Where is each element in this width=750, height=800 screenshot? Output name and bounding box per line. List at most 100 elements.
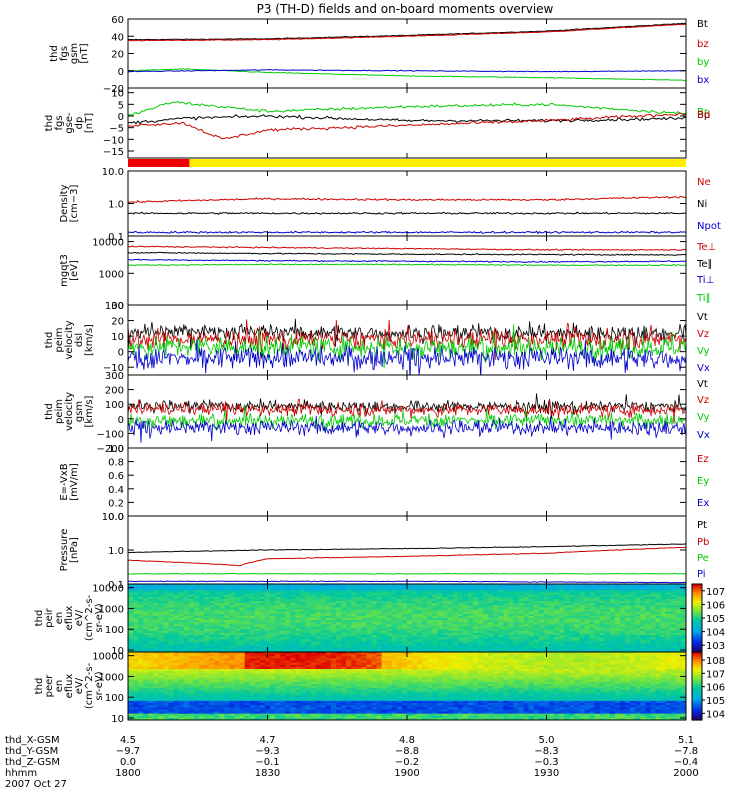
spectrogram-cell <box>660 586 667 589</box>
spectrogram-cell <box>544 620 550 623</box>
spectrogram-cell <box>265 630 271 634</box>
spectrogram-cell <box>346 669 352 672</box>
spectrogram-cell <box>381 590 388 594</box>
spectrogram-cell <box>574 598 581 602</box>
spectrogram-cell <box>599 590 606 594</box>
spectrogram-cell <box>508 649 515 652</box>
spectrogram-cell <box>341 679 347 683</box>
spectrogram-cell <box>204 607 210 611</box>
spectrogram-cell <box>300 626 307 630</box>
spectrogram-cell <box>153 669 160 672</box>
spectrogram-cell <box>158 703 165 706</box>
spectrogram-cell <box>650 603 657 606</box>
spectrogram-cell <box>467 592 474 596</box>
spectrogram-cell <box>254 688 261 691</box>
spectrogram-cell <box>244 620 251 623</box>
spectrogram-cell <box>315 692 322 696</box>
spectrogram-cell <box>604 603 611 606</box>
spectrogram-cell <box>199 615 205 619</box>
spectrogram-cell <box>447 594 454 598</box>
spectrogram-cell <box>239 679 246 683</box>
spectrogram-cell <box>320 686 327 689</box>
colorbar-segment <box>692 631 702 634</box>
spectrogram-cell <box>594 622 601 625</box>
spectrogram-cell <box>336 666 342 670</box>
spectrogram-cell <box>254 601 261 604</box>
spectrogram-cell <box>148 662 154 666</box>
spectrogram-cell <box>239 711 246 715</box>
spectrogram-cell <box>523 596 530 600</box>
spectrogram-cell <box>199 630 205 634</box>
spectrogram-cell <box>133 673 139 676</box>
spectrogram-cell <box>244 662 251 666</box>
spectrogram-cell <box>193 586 200 589</box>
spectrogram-cell <box>381 641 388 645</box>
series-line-Vz <box>128 398 686 424</box>
spectrogram-cell <box>533 624 540 628</box>
spectrogram-cell <box>204 686 210 689</box>
spectrogram-cell <box>427 609 433 613</box>
spectrogram-cell <box>381 613 388 617</box>
spectrogram-cell <box>503 596 510 600</box>
spectrogram-cell <box>467 632 474 636</box>
spectrogram-cell <box>239 649 246 652</box>
spectrogram-cell <box>401 590 408 594</box>
spectrogram-cell <box>320 618 327 621</box>
spectrogram-cell <box>493 641 499 645</box>
spectrogram-cell <box>168 669 175 672</box>
spectrogram-cell <box>178 635 185 638</box>
spectrogram-cell <box>254 643 261 647</box>
spectrogram-cell <box>533 594 540 598</box>
spectrogram-cell <box>188 647 195 651</box>
spectrogram-cell <box>229 624 236 628</box>
spectrogram-cell <box>549 645 555 649</box>
spectrogram-cell <box>478 632 484 636</box>
spectrogram-cell <box>168 703 175 706</box>
spectrogram-cell <box>508 609 515 613</box>
spectrogram-cell <box>341 592 347 596</box>
spectrogram-cell <box>609 637 616 640</box>
spectrogram-cell <box>508 586 515 589</box>
spectrogram-cell <box>295 598 302 602</box>
spectrogram-cell <box>219 626 225 630</box>
spectrogram-cell <box>305 630 312 634</box>
spectrogram-cell <box>193 584 200 587</box>
spectrogram-cell <box>219 584 225 587</box>
spectrogram-cell <box>447 590 454 594</box>
spectrogram-cell <box>209 662 215 666</box>
spectrogram-cell <box>615 635 621 638</box>
spectrogram-cell <box>564 594 570 598</box>
spectrogram-cell <box>533 584 540 587</box>
spectrogram-cell <box>193 666 200 670</box>
spectrogram-cell <box>336 645 342 649</box>
spectrogram-cell <box>254 584 261 587</box>
spectrogram-cell <box>371 601 378 604</box>
spectrogram-cell <box>259 656 266 659</box>
spectrogram-cell <box>407 611 413 615</box>
spectrogram-cell <box>209 666 215 670</box>
spectrogram-cell <box>295 639 302 642</box>
spectrogram-cell <box>680 598 686 602</box>
spectrogram-cell <box>254 664 261 668</box>
spectrogram-cell <box>579 594 586 598</box>
spectrogram-cell <box>594 632 601 636</box>
spectrogram-cell <box>396 632 403 636</box>
spectrogram-cell <box>315 677 322 681</box>
spectrogram-cell <box>168 626 175 630</box>
spectrogram-cell <box>645 594 652 598</box>
spectrogram-cell <box>234 590 241 594</box>
spectrogram-cell <box>300 703 307 706</box>
spectrogram-cell <box>290 715 296 719</box>
spectrogram-cell <box>178 658 185 662</box>
spectrogram-cell <box>214 622 220 625</box>
spectrogram-cell <box>559 601 565 604</box>
spectrogram-cell <box>371 592 378 596</box>
spectrogram-cell <box>336 658 342 662</box>
spectrogram-cell <box>173 675 180 679</box>
spectrogram-cell <box>188 594 195 598</box>
spectrogram-cell <box>579 592 586 596</box>
spectrogram-cell <box>138 618 144 621</box>
spectrogram-cell <box>325 662 332 666</box>
spectrogram-cell <box>163 679 170 683</box>
spectrogram-cell <box>254 707 261 710</box>
